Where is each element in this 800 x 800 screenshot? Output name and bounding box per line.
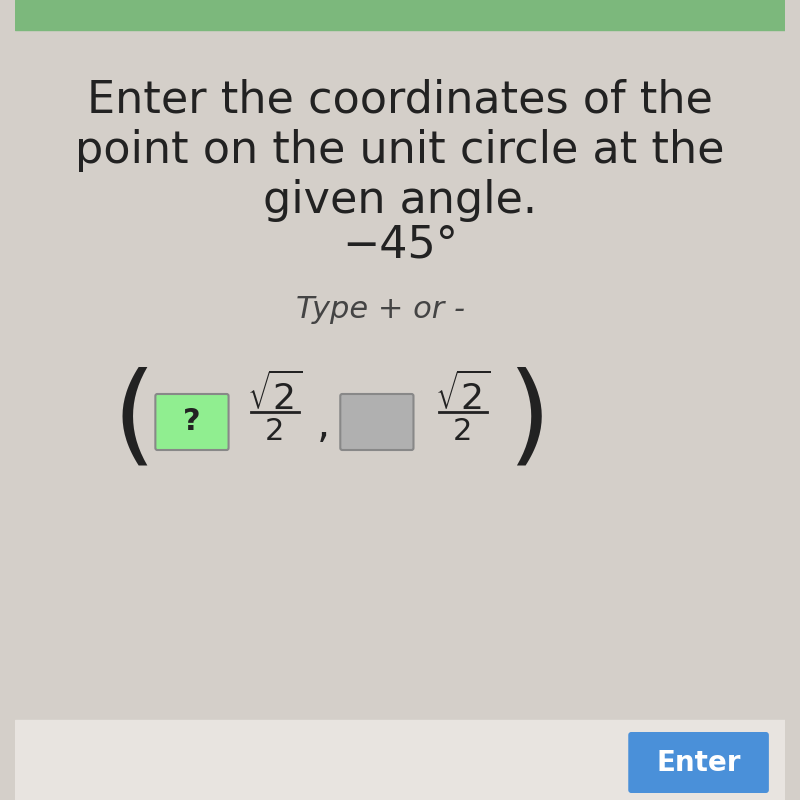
Text: given angle.: given angle. — [263, 178, 537, 222]
Bar — [14, 720, 786, 800]
Text: Type + or -: Type + or - — [296, 295, 466, 325]
Text: Enter: Enter — [656, 749, 741, 777]
FancyBboxPatch shape — [340, 394, 414, 450]
Text: 2: 2 — [265, 418, 285, 446]
Text: $($: $($ — [112, 366, 149, 474]
Text: ?: ? — [183, 407, 201, 437]
Text: ,: , — [316, 404, 330, 446]
Text: −45°: −45° — [342, 223, 458, 266]
FancyBboxPatch shape — [628, 732, 769, 793]
Bar — [14, 0, 786, 30]
FancyBboxPatch shape — [155, 394, 229, 450]
Text: $\sqrt{2}$: $\sqrt{2}$ — [435, 373, 490, 417]
Text: 2: 2 — [453, 418, 472, 446]
Text: Enter the coordinates of the: Enter the coordinates of the — [87, 78, 713, 122]
Text: point on the unit circle at the: point on the unit circle at the — [75, 129, 725, 171]
Text: $\sqrt{2}$: $\sqrt{2}$ — [247, 373, 302, 417]
Text: $)$: $)$ — [507, 366, 543, 474]
